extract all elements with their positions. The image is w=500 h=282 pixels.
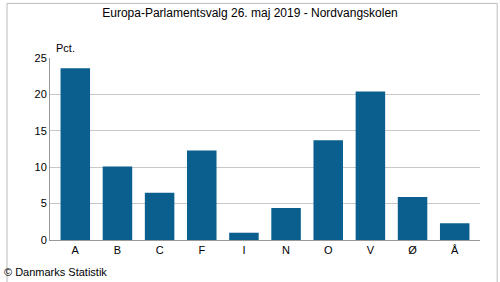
svg-text:N: N (282, 244, 290, 256)
svg-text:Å: Å (451, 244, 459, 256)
svg-text:F: F (198, 244, 205, 256)
svg-text:5: 5 (41, 197, 47, 209)
svg-text:B: B (114, 244, 121, 256)
svg-text:0: 0 (41, 234, 47, 246)
svg-text:25: 25 (35, 52, 47, 64)
svg-text:O: O (324, 244, 333, 256)
svg-text:15: 15 (35, 125, 47, 137)
svg-text:C: C (156, 244, 164, 256)
svg-text:Europa-Parlamentsvalg 26. maj: Europa-Parlamentsvalg 26. maj 2019 - Nor… (102, 6, 398, 20)
svg-text:© Danmarks Statistik: © Danmarks Statistik (4, 266, 107, 278)
svg-text:Pct.: Pct. (56, 42, 75, 54)
svg-text:10: 10 (35, 161, 47, 173)
svg-text:Ø: Ø (408, 244, 417, 256)
svg-text:A: A (72, 244, 80, 256)
svg-text:I: I (242, 244, 245, 256)
svg-text:V: V (367, 244, 375, 256)
svg-text:20: 20 (35, 88, 47, 100)
